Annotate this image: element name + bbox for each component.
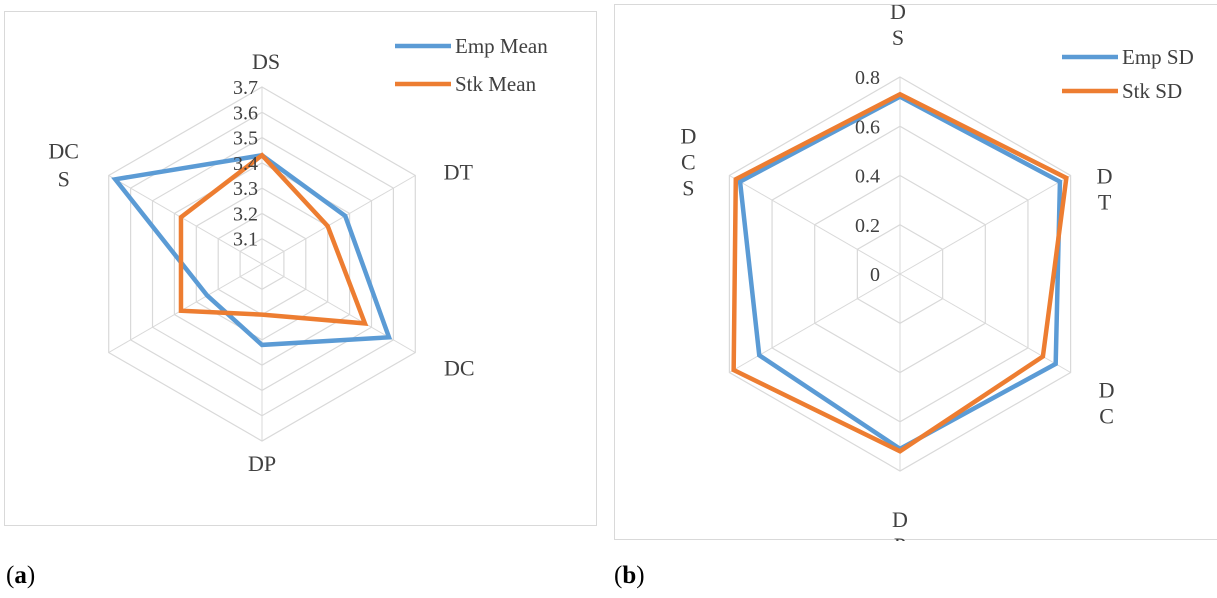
- series-line-stk-sd: [731, 91, 1069, 454]
- axis-label-DT: DT: [444, 160, 474, 185]
- spoke-DCS: [729, 175, 901, 275]
- tick-label: 3.2: [233, 203, 258, 225]
- chart-panel-a: 3.13.23.33.43.53.63.7DSDTDCDPDODCSEmp Me…: [4, 11, 597, 526]
- tick-label: 0.4: [855, 166, 880, 188]
- tick-label: 3.1: [233, 229, 258, 251]
- tick-label: 0.2: [855, 215, 880, 237]
- spoke-DCS: [108, 175, 263, 265]
- caption-a: (a): [6, 562, 36, 589]
- legend-label: Stk Mean: [455, 72, 537, 96]
- legend-label: Stk SD: [1122, 79, 1182, 103]
- caption-b: (b): [614, 562, 645, 589]
- axis-label-DP: DP: [892, 507, 908, 541]
- legend-label: Emp Mean: [455, 34, 548, 58]
- axis-label-DP: DP: [248, 451, 276, 476]
- tick-label: 0.6: [855, 116, 880, 138]
- tick-label: 3.7: [233, 77, 258, 99]
- caption-a-letter: a: [14, 562, 27, 589]
- spoke-DT: [899, 175, 1071, 275]
- axis-label-DC: DC: [444, 356, 475, 381]
- radar-chart-a: 3.13.23.33.43.53.63.7DSDTDCDPDODCSEmp Me…: [48, 34, 548, 476]
- caption-b-letter: b: [622, 562, 637, 589]
- tick-label: 0: [870, 264, 880, 286]
- series-line-emp-mean: [111, 152, 393, 348]
- spoke-DO: [108, 263, 263, 353]
- tick-label: 3.6: [233, 102, 258, 124]
- tick-label: 0.8: [855, 67, 880, 89]
- tick-label: 3.4: [233, 153, 258, 175]
- axis-label-DS: DS: [252, 49, 280, 74]
- tick-label: 3.5: [233, 128, 258, 150]
- legend-label: Emp SD: [1122, 45, 1194, 69]
- spoke-DT: [261, 175, 416, 265]
- series-line-stk-mean: [178, 152, 369, 326]
- tick-label: 3.3: [233, 178, 258, 200]
